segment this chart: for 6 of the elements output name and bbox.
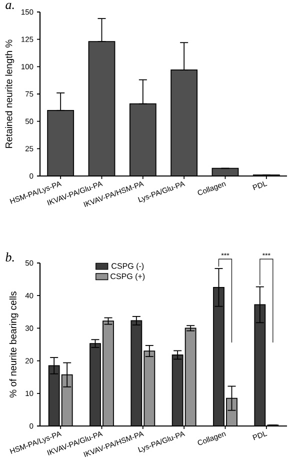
legend-label: CSPG (-) [112,262,144,270]
chart-title: b. [6,252,14,262]
chart-title: a. [6,2,14,10]
y-axis-title: Retained neurite length % [5,40,14,148]
y-axis-title: % of neurite bearing cells [9,292,18,398]
legend-label: CSPG (+) [110,273,145,281]
